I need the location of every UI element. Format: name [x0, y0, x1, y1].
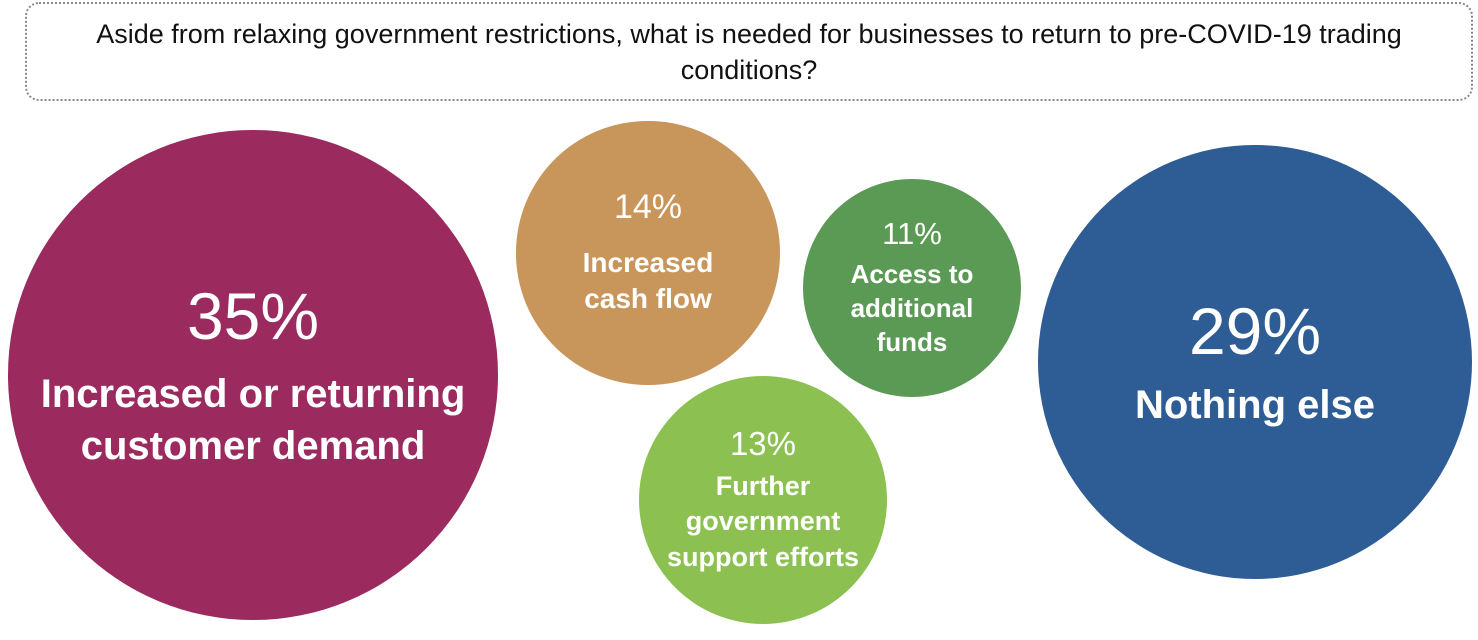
value-label: 35%: [186, 278, 320, 353]
chart-title: Aside from relaxing government restricti…: [96, 18, 1402, 85]
bubble: 35% Increased or returning customer deman…: [8, 130, 498, 620]
value-label: 13%: [729, 425, 797, 463]
title-box: Aside from relaxing government restricti…: [25, 2, 1473, 101]
category-label: Nothing else: [1134, 382, 1375, 427]
bubble: 29% Nothing else: [1037, 144, 1473, 580]
value-label: 14%: [613, 188, 683, 227]
category-label: Increased or returning customer demand: [40, 371, 466, 468]
category-label: Increased cash flow: [582, 247, 714, 315]
bubble: 11% Access to additional funds: [802, 178, 1022, 398]
category-label: Access to additional funds: [850, 259, 974, 357]
bubble: 13% Further government support efforts: [638, 375, 888, 625]
category-label: Further government support efforts: [666, 471, 859, 572]
value-label: 29%: [1188, 293, 1322, 368]
bubble: 14% Increased cash flow: [516, 121, 780, 385]
value-label: 11%: [882, 216, 942, 252]
